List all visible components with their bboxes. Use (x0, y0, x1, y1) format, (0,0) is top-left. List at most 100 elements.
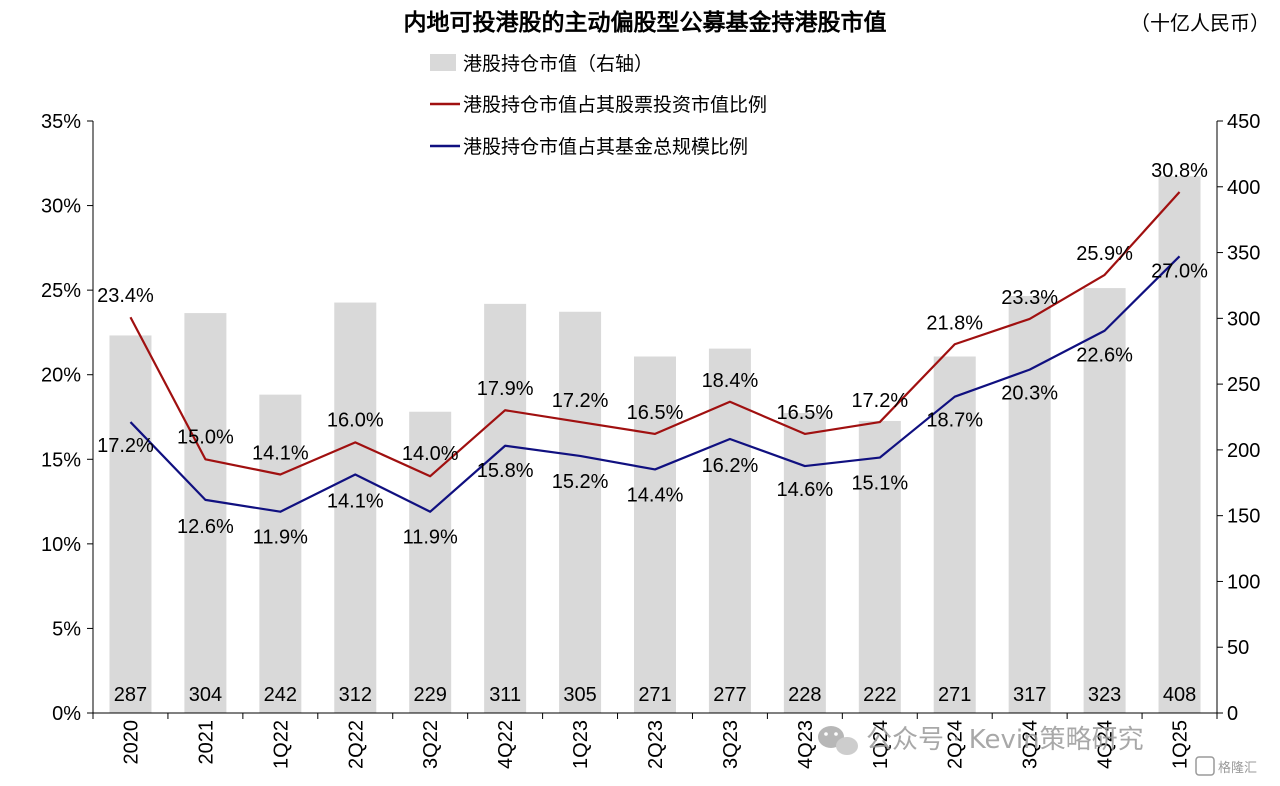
left-tick-label: 25% (41, 280, 81, 302)
line-1-value-label: 17.2% (851, 390, 908, 412)
line-1-value-label: 16.5% (627, 402, 684, 424)
bar-value-label: 287 (114, 684, 147, 706)
logo-icon (1195, 756, 1215, 776)
line-series-fund-ratio (129, 255, 1181, 513)
line-2-value-label: 11.9% (403, 527, 458, 549)
legend-swatch-bar (430, 54, 456, 71)
legend: 港股持仓市值（右轴） 港股持仓市值占其股票投资市值比例 港股持仓市值占其基金总规… (430, 53, 767, 158)
axes: 0% 5% 10% 15% 20% 25% 30% 35% 0 50 100 150 200 250 300… (41, 111, 1260, 769)
x-tick-label: 1Q22 (270, 720, 292, 769)
line-1-value-label: 14.1% (252, 443, 309, 465)
bar-value-label: 229 (414, 684, 447, 706)
left-tick-label: 20% (41, 365, 81, 387)
line-series-stock-ratio (129, 191, 1181, 478)
bar-1Q24 (858, 420, 901, 713)
bar-2Q22 (334, 302, 377, 713)
bar-3Q23 (708, 348, 751, 713)
watermark: 公众号 · Kevin策略研究 格隆汇 (818, 725, 1257, 776)
data-labels: 287 304 242 312 229 311 305 271 277 228 222 271 317 3… (97, 160, 1208, 706)
right-tick-label: 100 (1227, 571, 1260, 593)
line-1-value-label: 30.8% (1151, 160, 1208, 182)
legend-label-line-1: 港股持仓市值占其股票投资市值比例 (463, 94, 767, 116)
line-1-value-label: 14.0% (402, 443, 459, 465)
line-2-value-label: 12.6% (177, 516, 234, 538)
right-tick-label: 300 (1227, 308, 1260, 330)
line-1-value-label: 21.8% (926, 312, 983, 334)
right-tick-label: 350 (1227, 243, 1260, 265)
bar-value-label: 222 (863, 684, 896, 706)
bar-4Q23 (783, 413, 826, 713)
x-tick-label: 3Q22 (420, 720, 442, 769)
line-1-value-label: 16.5% (777, 402, 834, 424)
x-tick-label: 4Q23 (795, 720, 817, 769)
bar-3Q24 (1008, 295, 1051, 713)
bar-value-label: 304 (189, 684, 222, 706)
watermark-text: 公众号 · Kevin策略研究 (866, 725, 1144, 755)
legend-label-line-2: 港股持仓市值占其基金总规模比例 (463, 136, 748, 158)
x-tick-label: 2Q22 (345, 720, 367, 769)
x-tick-label: 2Q24 (945, 720, 967, 769)
line-2-value-label: 15.8% (477, 460, 534, 482)
bar-1Q25 (1158, 176, 1201, 714)
line-2-value-label: 27.0% (1151, 260, 1208, 282)
bar-2020 (109, 335, 152, 713)
line-1-value-label: 25.9% (1076, 243, 1133, 265)
left-tick-label: 5% (52, 618, 81, 640)
bar-value-label: 317 (1013, 684, 1046, 706)
x-tick-label: 1Q24 (870, 720, 892, 769)
line-2-value-label: 18.7% (926, 410, 983, 432)
line-2-value-label: 17.2% (97, 435, 154, 457)
x-tick-label: 3Q24 (1020, 720, 1042, 769)
line-2-value-label: 14.6% (777, 479, 834, 501)
bar-value-label: 277 (713, 684, 746, 706)
x-tick-label: 1Q23 (570, 720, 592, 769)
bar-1Q23 (559, 311, 602, 713)
bar-4Q22 (484, 303, 527, 713)
left-tick-label: 10% (41, 534, 81, 556)
right-tick-label: 50 (1227, 637, 1249, 659)
bar-2Q23 (634, 356, 676, 713)
line-1-value-label: 17.2% (552, 390, 609, 412)
bar-4Q24 (1083, 288, 1126, 713)
x-tick-label: 1Q25 (1170, 720, 1192, 769)
left-tick-label: 0% (52, 703, 81, 725)
right-tick-label: 200 (1227, 440, 1260, 462)
line-2-value-label: 22.6% (1076, 345, 1133, 367)
left-tick-label: 15% (41, 449, 81, 471)
line-series-group (129, 191, 1181, 513)
bar-3Q22 (409, 411, 452, 713)
logo-text: 格隆汇 (1218, 760, 1257, 776)
wechat-icon (818, 726, 858, 755)
x-tick-label: 2020 (120, 720, 142, 765)
bar-value-label: 408 (1163, 684, 1196, 706)
line-2-value-label: 15.1% (851, 473, 908, 495)
line-2-value-label: 14.1% (327, 491, 384, 513)
x-tick-label: 4Q24 (1095, 720, 1117, 769)
left-tick-label: 35% (41, 111, 81, 133)
line-2-value-label: 11.9% (253, 527, 308, 549)
bar-value-label: 228 (788, 684, 821, 706)
bar-1Q22 (259, 394, 302, 713)
bar-value-label: 323 (1088, 684, 1121, 706)
legend-label-bar: 港股持仓市值（右轴） (463, 53, 653, 75)
left-tick-label: 30% (41, 196, 81, 218)
line-1-value-label: 15.0% (177, 426, 234, 448)
line-1-value-label: 23.4% (97, 285, 154, 307)
x-tick-label: 4Q22 (495, 720, 517, 769)
line-1-value-label: 23.3% (1001, 287, 1058, 309)
line-2-value-label: 14.4% (627, 484, 684, 506)
x-tick-label: 2021 (195, 720, 217, 765)
bar-2Q24 (933, 356, 976, 713)
right-tick-label: 0 (1227, 703, 1238, 725)
line-1-value-label: 17.9% (477, 378, 534, 400)
bar-value-label: 305 (563, 684, 596, 706)
line-2-value-label: 15.2% (552, 471, 609, 493)
line-1-value-label: 18.4% (702, 370, 759, 392)
right-tick-label: 400 (1227, 177, 1260, 199)
right-tick-label: 450 (1227, 111, 1260, 133)
bar-2021 (184, 313, 227, 713)
bar-value-label: 242 (264, 684, 297, 706)
right-tick-label: 150 (1227, 506, 1260, 528)
bar-value-label: 311 (489, 684, 521, 706)
